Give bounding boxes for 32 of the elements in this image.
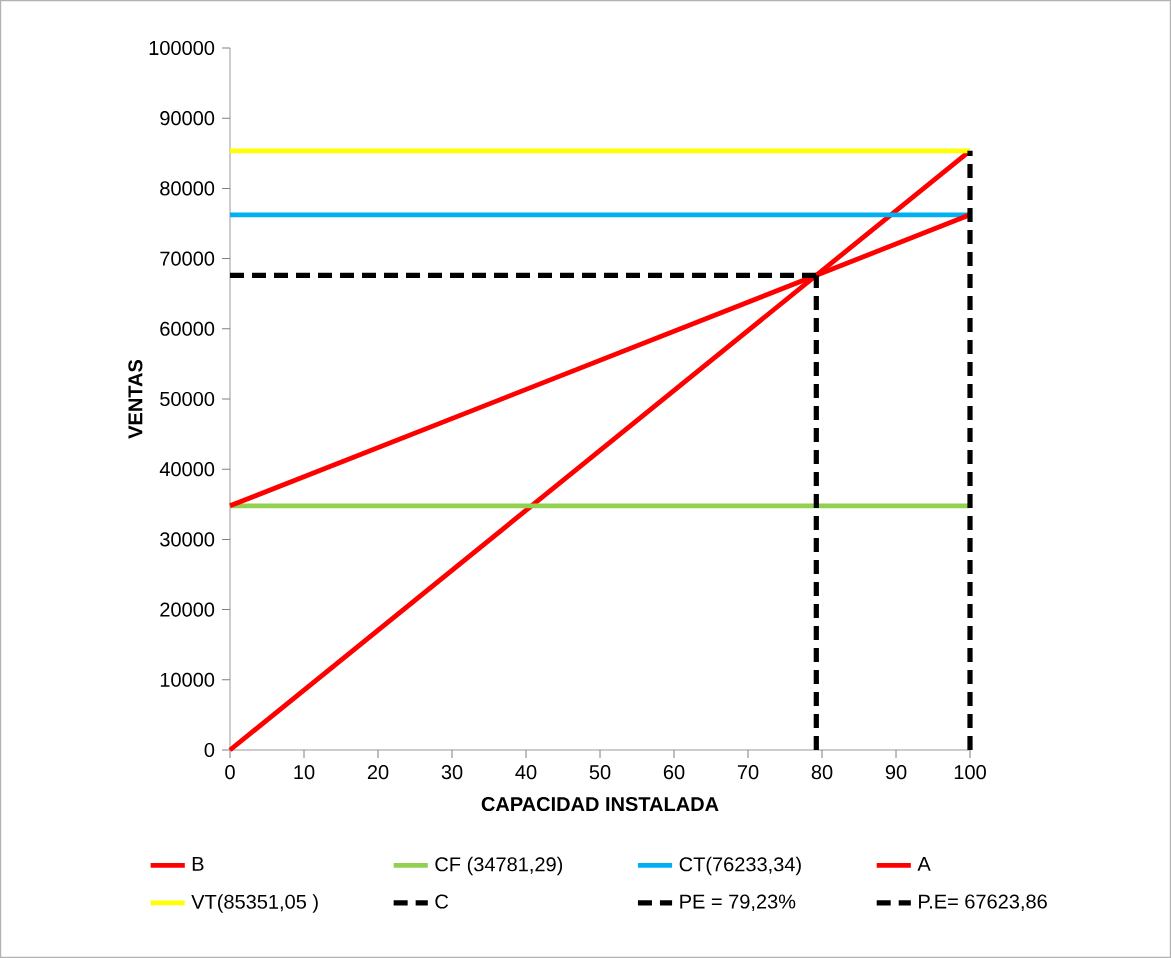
y-tick-label: 40000 (159, 462, 215, 477)
x-tick-label: 90 (885, 765, 907, 780)
y-tick-label: 100000 (149, 40, 215, 56)
x-tick-label: 80 (811, 765, 833, 780)
legend-label: A (917, 857, 931, 871)
y-tick-label: 50000 (160, 391, 215, 407)
x-tick-label: 10 (294, 765, 315, 780)
legend-label: C (435, 894, 449, 909)
x-tick-label: 70 (737, 765, 759, 780)
y-tick-label: 30000 (160, 532, 215, 547)
legend-label: B (192, 857, 204, 871)
x-tick-label: 40 (515, 765, 537, 780)
y-tick-label: 0 (204, 742, 215, 758)
legend-label: P.E= 67623,86 (919, 894, 1047, 911)
x-tick-label: 100 (954, 765, 986, 780)
y-axis-title: VENTAS (128, 359, 143, 439)
y-tick-label: 60000 (160, 321, 215, 336)
legend-label: CT(76233,34) (679, 856, 801, 876)
legend-label: CF (34781,29) (435, 856, 563, 876)
x-tick-label: 30 (441, 765, 463, 780)
y-tick-label: 20000 (160, 602, 215, 617)
y-tick-label: 80000 (160, 181, 215, 196)
x-tick-label: 20 (367, 765, 389, 780)
legend-label: VT(85351,05 ) (191, 894, 318, 913)
x-tick-label: 60 (663, 765, 685, 780)
x-axis-title: CAPACIDAD INSTALADA (481, 796, 719, 812)
legend-label: PE = 79,23% (680, 894, 796, 911)
x-tick-label: 0 (225, 765, 235, 780)
y-tick-label: 10000 (160, 672, 215, 687)
y-tick-label: 90000 (160, 111, 215, 126)
y-tick-label: 70000 (160, 251, 215, 266)
x-tick-label: 50 (589, 765, 611, 780)
